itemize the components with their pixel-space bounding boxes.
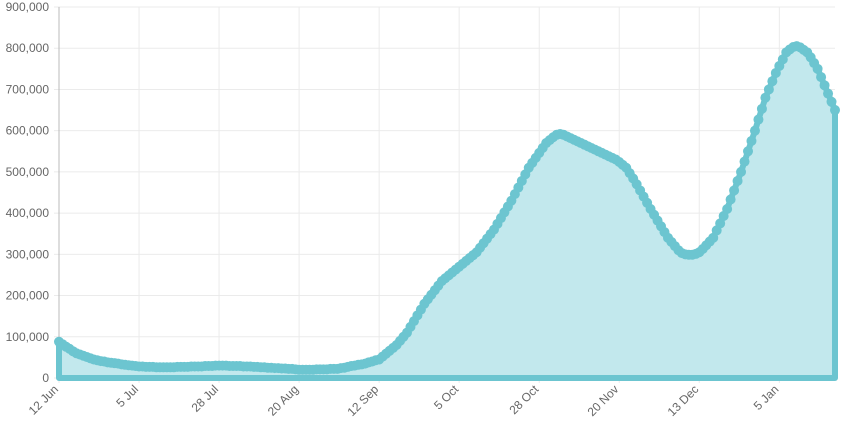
point	[812, 63, 823, 74]
point	[732, 175, 743, 186]
y-tick-label: 100,000	[6, 330, 50, 344]
area	[56, 43, 838, 381]
y-tick-label: 300,000	[6, 247, 50, 261]
x-tick-label: 20 Nov	[585, 382, 622, 419]
x-tick-label: 13 Dec	[665, 382, 702, 419]
y-tick-label: 500,000	[6, 165, 50, 179]
x-tick-label: 12 Sep	[344, 382, 381, 419]
x-tick-label: 5 Jan	[751, 382, 782, 413]
y-tick-label: 600,000	[6, 124, 50, 138]
x-tick-label: 20 Aug	[265, 382, 301, 418]
point	[819, 80, 830, 91]
y-tick-label: 400,000	[6, 206, 50, 220]
point	[736, 166, 747, 177]
y-tick-label: 200,000	[6, 289, 50, 303]
point	[746, 135, 757, 146]
y-tick-label: 800,000	[6, 41, 50, 55]
point	[830, 105, 840, 116]
point	[743, 146, 754, 157]
y-tick-label: 700,000	[6, 82, 50, 96]
x-tick-label: 12 Jun	[26, 382, 61, 417]
point	[756, 103, 767, 114]
point	[729, 185, 740, 196]
point	[753, 114, 764, 125]
y-tick-label: 0	[42, 371, 49, 385]
point	[708, 232, 719, 243]
point	[715, 218, 726, 229]
point	[749, 125, 760, 136]
point	[816, 72, 827, 83]
x-tick-label: 5 Oct	[431, 382, 462, 413]
x-tick-label: 5 Jul	[113, 382, 141, 410]
point	[767, 76, 778, 87]
point	[826, 96, 837, 107]
point	[722, 203, 733, 214]
x-tick-label: 28 Oct	[506, 382, 541, 417]
point	[739, 156, 750, 167]
point	[760, 92, 771, 103]
point	[725, 194, 736, 205]
point	[823, 88, 834, 99]
point	[763, 84, 774, 95]
y-tick-label: 900,000	[6, 0, 50, 14]
x-tick-label: 28 Jul	[189, 382, 222, 415]
